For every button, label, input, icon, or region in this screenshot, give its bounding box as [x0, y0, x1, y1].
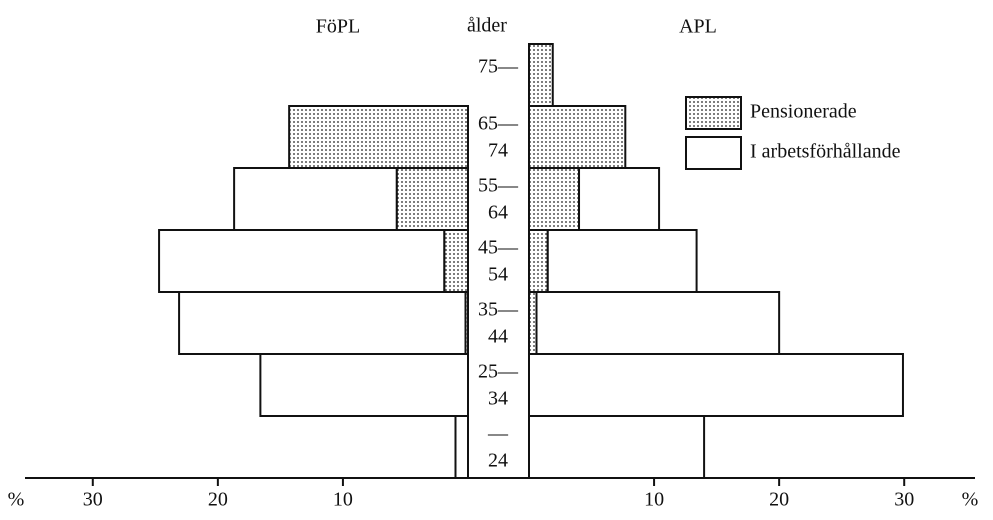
age-label: 24	[488, 450, 508, 472]
age-label: 54	[488, 264, 508, 286]
bar-right	[528, 43, 554, 107]
x-tick-label: 10	[333, 489, 353, 511]
x-tick-label: 20	[769, 489, 789, 511]
age-label: 34	[488, 388, 508, 410]
left-title: FöPL	[316, 16, 360, 38]
bar-left	[233, 167, 398, 231]
bar-left	[454, 415, 469, 479]
bar-left	[395, 167, 470, 231]
legend-label: Pensionerade	[750, 101, 857, 123]
bar-right	[578, 167, 661, 231]
bar-left	[288, 105, 469, 169]
age-label: 74	[488, 140, 508, 162]
bar-right	[528, 291, 538, 355]
bar-left	[178, 291, 467, 355]
age-label: 64	[488, 202, 508, 224]
x-tick-label: 30	[894, 489, 914, 511]
x-tick-label: 10	[644, 489, 664, 511]
right-title: APL	[679, 16, 717, 38]
bar-right	[528, 167, 581, 231]
x-tick-label: 30	[83, 489, 103, 511]
bar-left	[259, 353, 469, 417]
age-label: 45—	[478, 237, 519, 259]
age-label: 65—	[478, 113, 519, 135]
age-label: 35—	[478, 299, 519, 321]
unit-label: %	[8, 489, 25, 511]
x-tick-label: 20	[208, 489, 228, 511]
age-label: 44	[488, 326, 508, 348]
bar-right	[546, 229, 698, 293]
bar-left	[443, 229, 470, 293]
center-title: ålder	[467, 15, 507, 37]
bar-right	[528, 353, 904, 417]
bar-right	[528, 229, 549, 293]
age-label: 75—	[478, 56, 519, 78]
bar-right	[535, 291, 781, 355]
legend-swatch	[685, 136, 742, 170]
legend-label: I arbetsförhållande	[750, 141, 901, 163]
age-label: —	[487, 423, 509, 445]
age-label: 55—	[478, 175, 519, 197]
bar-right	[528, 415, 706, 479]
age-label: 25—	[478, 361, 519, 383]
bar-right	[528, 105, 627, 169]
bar-left	[158, 229, 446, 293]
unit-label: %	[962, 489, 979, 511]
legend-swatch	[685, 96, 742, 130]
